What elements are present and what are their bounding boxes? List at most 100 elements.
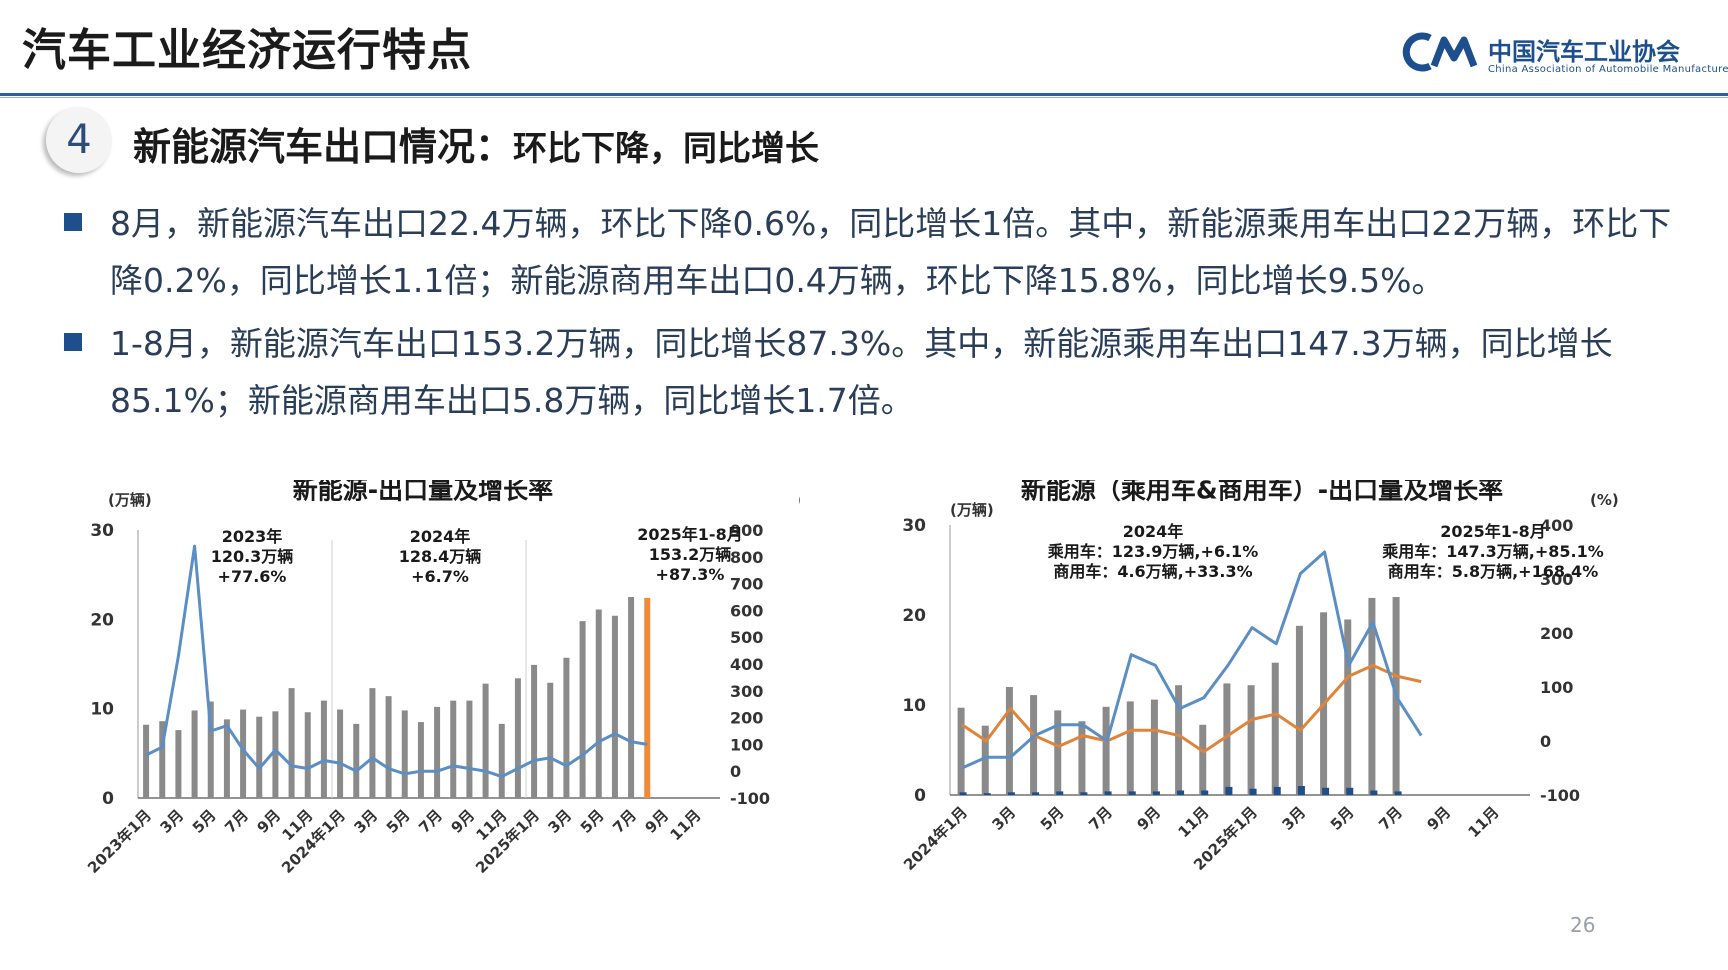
bullet-text-2: 1-8月，新能源汽车出口153.2万辆，同比增长87.3%。其中，新能源乘用车出… bbox=[110, 324, 1613, 420]
bar bbox=[401, 710, 408, 798]
bar bbox=[466, 700, 473, 798]
bar bbox=[579, 621, 586, 798]
x-tick-label: 11月 bbox=[1464, 803, 1502, 841]
bar bbox=[1225, 786, 1233, 795]
x-tick-label: 5月 bbox=[1037, 803, 1068, 834]
section-number: 4 bbox=[46, 107, 112, 173]
bar bbox=[1030, 695, 1038, 795]
y2-tick-label: 500 bbox=[730, 628, 763, 647]
bar bbox=[369, 688, 376, 798]
bar bbox=[1346, 787, 1354, 795]
bar bbox=[1150, 699, 1158, 795]
line-series bbox=[961, 663, 1422, 754]
bar bbox=[1128, 791, 1136, 795]
bar bbox=[1201, 790, 1209, 795]
x-tick-label: 5月 bbox=[577, 806, 608, 837]
y2-tick-label: 100 bbox=[1540, 678, 1573, 697]
x-tick-label: 5月 bbox=[1327, 803, 1358, 834]
y-tick-label: 0 bbox=[914, 786, 926, 806]
y-tick-label: 10 bbox=[902, 696, 926, 716]
bar bbox=[1344, 619, 1352, 795]
chart-annotation: 乘用车：123.9万辆,+6.1% bbox=[1047, 542, 1258, 561]
bar bbox=[304, 712, 311, 798]
chart-annotation: +87.3% bbox=[656, 565, 725, 584]
x-tick-label: 7月 bbox=[609, 806, 640, 837]
y2-tick-label: 700 bbox=[730, 575, 763, 594]
chart-annotation: 2023年 bbox=[222, 527, 283, 546]
x-tick-label: 9月 bbox=[1134, 803, 1165, 834]
bar bbox=[434, 706, 441, 798]
bar bbox=[159, 721, 166, 798]
bar bbox=[981, 725, 989, 795]
bar bbox=[1080, 792, 1088, 795]
x-tick-label: 7月 bbox=[1085, 803, 1116, 834]
bar bbox=[1223, 683, 1231, 795]
chart-annotation: 128.4万辆 bbox=[399, 547, 482, 566]
caam-logo: 中国汽车工业协会 China Association of Automobile… bbox=[1400, 32, 1728, 80]
y2-tick-label: 600 bbox=[730, 601, 763, 620]
chart-annotation: 2024年 bbox=[410, 527, 471, 546]
bullet-marker-1 bbox=[64, 213, 82, 231]
x-tick-label: 11月 bbox=[1174, 803, 1212, 841]
bar bbox=[1271, 662, 1279, 795]
y-tick-label: 30 bbox=[902, 516, 926, 536]
y2-tick-label: -100 bbox=[730, 789, 770, 808]
bar bbox=[595, 609, 602, 798]
x-tick-label: 2024年1月 bbox=[900, 803, 971, 874]
bar bbox=[498, 723, 505, 798]
bar bbox=[611, 615, 618, 798]
x-tick-label: 5月 bbox=[383, 806, 414, 837]
bar bbox=[175, 730, 182, 798]
section-title-main: 新能源汽车出口情况： bbox=[133, 125, 514, 169]
header-divider-thin bbox=[0, 97, 1728, 98]
bar bbox=[1032, 792, 1040, 795]
y2-tick-label: 900 bbox=[730, 521, 763, 540]
y2-axis-label: (%) bbox=[798, 491, 800, 509]
bar bbox=[1102, 706, 1110, 795]
bar bbox=[272, 711, 279, 798]
bar bbox=[143, 724, 150, 798]
bar bbox=[1368, 597, 1376, 795]
chart-annotation: 120.3万辆 bbox=[211, 547, 294, 566]
y-tick-label: 0 bbox=[102, 789, 114, 809]
bar bbox=[983, 793, 991, 795]
line-series bbox=[961, 550, 1423, 770]
y2-tick-label: 0 bbox=[1540, 732, 1551, 751]
page-number: 26 bbox=[1570, 913, 1596, 937]
y2-tick-label: 300 bbox=[1540, 570, 1573, 589]
y-tick-label: 30 bbox=[90, 521, 114, 541]
chart-annotation: +6.7% bbox=[411, 567, 469, 586]
y2-tick-label: 400 bbox=[1540, 516, 1573, 535]
bar bbox=[1054, 710, 1062, 795]
y2-tick-label: 100 bbox=[730, 735, 763, 754]
x-tick-label: 11月 bbox=[666, 806, 704, 844]
chart-annotation: 153.2万辆 bbox=[649, 545, 732, 564]
bar bbox=[191, 710, 198, 798]
bar bbox=[337, 709, 344, 798]
bar bbox=[547, 682, 554, 798]
bar bbox=[450, 700, 457, 798]
bar bbox=[1152, 791, 1160, 795]
bar bbox=[531, 664, 538, 798]
y-axis-label: (万辆) bbox=[950, 501, 994, 519]
bullet-text-1: 8月，新能源汽车出口22.4万辆，环比下降0.6%，同比增长1倍。其中，新能源乘… bbox=[110, 204, 1672, 300]
bar bbox=[514, 678, 521, 798]
chart-annotation: 2024年 bbox=[1123, 522, 1184, 541]
x-tick-label: 3月 bbox=[1279, 803, 1310, 834]
x-tick-label: 7月 bbox=[221, 806, 252, 837]
y2-axis-label: (%) bbox=[1590, 491, 1619, 509]
y2-tick-label: 200 bbox=[730, 709, 763, 728]
logo-english-name: China Association of Automobile Manufact… bbox=[1488, 64, 1728, 75]
y-tick-label: 10 bbox=[90, 700, 114, 720]
y2-tick-label: 400 bbox=[730, 655, 763, 674]
bar bbox=[223, 719, 230, 798]
bar bbox=[1394, 791, 1402, 795]
section-subtitle: 环比下降，同比增长 bbox=[513, 129, 820, 169]
bar bbox=[959, 792, 967, 795]
chart-title: 新能源（乘用车&商用车）-出口量及增长率 bbox=[1021, 480, 1503, 504]
chart-annotation: 2025年1-8月 bbox=[637, 525, 742, 544]
chart-nev-exports: 新能源-出口量及增长率 (万辆) (%) 0 10 20 30 -100 0 100 200 300 4… bbox=[84, 480, 800, 877]
chart-annotation: 2025年1-8月 bbox=[1440, 522, 1545, 541]
chart-annotation: 商用车：4.6万辆,+33.3% bbox=[1053, 562, 1252, 581]
bar bbox=[1104, 791, 1112, 795]
